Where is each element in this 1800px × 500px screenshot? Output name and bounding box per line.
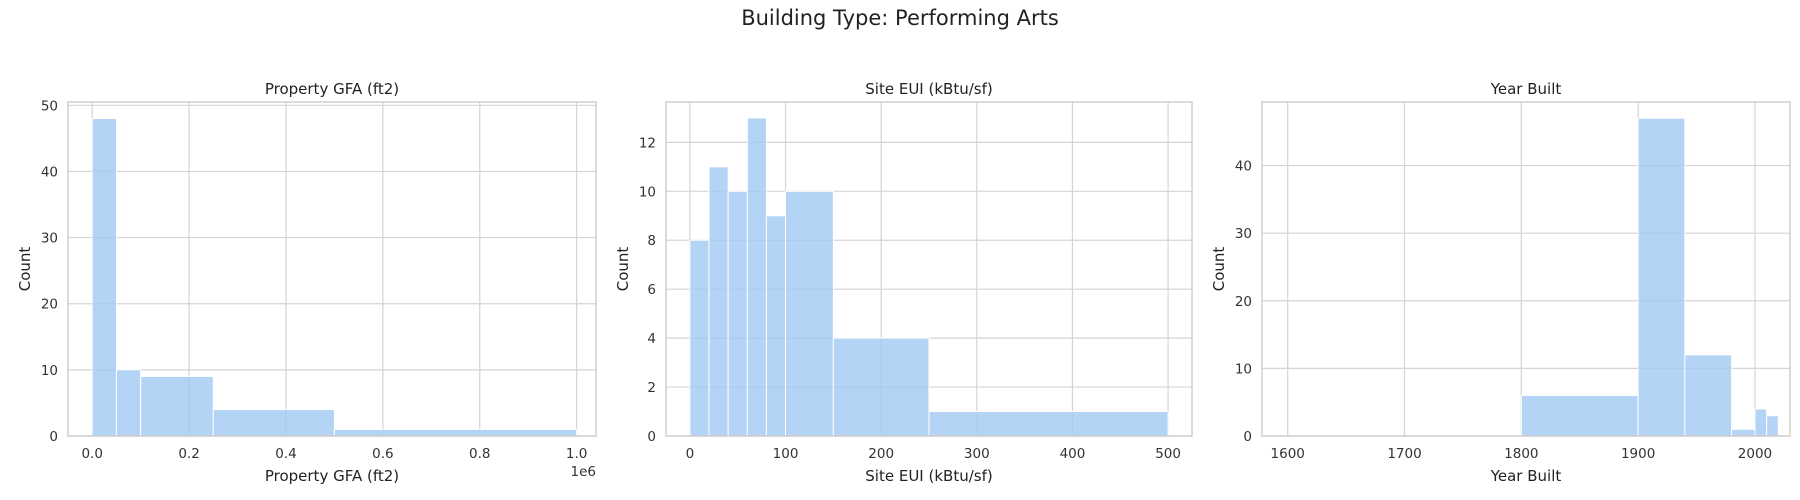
y-tick-label: 20 — [1235, 294, 1252, 310]
y-tick-label: 30 — [41, 231, 58, 247]
x-axis-label: Year Built — [1490, 467, 1562, 485]
chart-panel-2: 0 100 200 300 400 500 0 2 4 6 8 10 12 Site EUI (kBtu/… — [614, 80, 1193, 485]
histogram-bar — [708, 166, 729, 437]
histogram-bar — [1520, 394, 1639, 437]
histogram-bar — [785, 190, 834, 437]
histogram-bar — [832, 337, 930, 437]
y-tick-label: 8 — [647, 233, 656, 249]
x-tick-label: 400 — [1060, 446, 1086, 462]
y-tick-label: 4 — [647, 331, 656, 347]
x-tick-label: 1600 — [1271, 446, 1305, 462]
histogram-bar — [140, 375, 214, 437]
histogram-bar — [746, 117, 767, 437]
axes-frame — [665, 101, 1193, 437]
chart-title: Site EUI (kBtu/sf) — [865, 80, 992, 98]
x-tick-label: 1.0 — [566, 446, 587, 462]
x-tick-label: 0.8 — [469, 446, 490, 462]
figure-title: Building Type: Performing Arts — [741, 6, 1059, 30]
y-tick-label: 30 — [1235, 226, 1252, 242]
y-tick-label: 50 — [41, 98, 58, 114]
y-tick-label: 10 — [41, 363, 58, 379]
y-axis-label: Count — [614, 247, 632, 292]
histogram-bar — [1684, 354, 1733, 437]
y-tick-label: 2 — [647, 380, 656, 396]
y-tick-label: 0 — [49, 429, 58, 445]
histogram-bar — [333, 428, 578, 437]
histogram-bar — [689, 239, 710, 437]
histogram-bar — [1731, 428, 1756, 437]
axes-frame — [1261, 101, 1791, 437]
y-tick-label: 40 — [41, 164, 58, 180]
chart-panel-1: 0.0 0.2 0.4 0.6 0.8 1.0 0 10 20 30 40 50 Property GF… — [16, 80, 597, 485]
x-tick-label: 300 — [964, 446, 990, 462]
x-tick-label: 0.4 — [275, 446, 296, 462]
histogram-bar — [212, 409, 335, 437]
x-tick-label: 2000 — [1738, 446, 1772, 462]
x-offset-label: 1e6 — [571, 464, 596, 480]
chart-panel-3: 1600 1700 1800 1900 2000 0 10 20 30 40 Year Built Y… — [1210, 80, 1791, 485]
x-tick-label: 0.2 — [178, 446, 199, 462]
x-axis-label: Property GFA (ft2) — [265, 467, 399, 485]
y-axis-label: Count — [16, 247, 34, 292]
x-tick-label: 0.0 — [81, 446, 102, 462]
y-tick-label: 0 — [647, 429, 656, 445]
x-tick-label: 500 — [1155, 446, 1181, 462]
histogram-bar — [1754, 408, 1768, 437]
axes-frame — [67, 101, 597, 437]
x-tick-label: 0.6 — [372, 446, 393, 462]
histogram-bar — [1766, 415, 1779, 437]
y-tick-label: 6 — [647, 282, 656, 298]
x-tick-label: 1900 — [1621, 446, 1655, 462]
x-tick-label: 100 — [773, 446, 799, 462]
x-tick-label: 1800 — [1504, 446, 1538, 462]
y-tick-label: 12 — [639, 135, 656, 151]
y-tick-label: 40 — [1235, 159, 1252, 175]
y-tick-label: 10 — [639, 184, 656, 200]
chart-title: Year Built — [1490, 80, 1562, 98]
x-tick-label: 0 — [686, 446, 695, 462]
x-axis-label: Site EUI (kBtu/sf) — [865, 467, 992, 485]
y-tick-label: 0 — [1243, 429, 1252, 445]
histogram-bar — [727, 190, 748, 437]
histogram-bar — [115, 369, 142, 437]
x-tick-label: 200 — [868, 446, 894, 462]
histogram-bar — [1637, 117, 1686, 437]
y-tick-label: 10 — [1235, 361, 1252, 377]
y-tick-label: 20 — [41, 297, 58, 313]
histogram-bar — [91, 118, 117, 437]
histogram-bar — [928, 411, 1169, 437]
chart-title: Property GFA (ft2) — [265, 80, 399, 98]
x-tick-label: 1700 — [1387, 446, 1421, 462]
histogram-bar — [765, 215, 787, 437]
y-axis-label: Count — [1210, 247, 1228, 292]
